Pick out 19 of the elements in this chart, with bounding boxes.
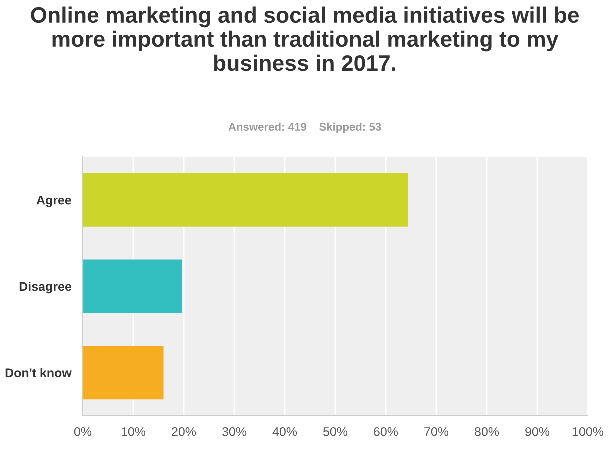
x-tick-label: 60%	[374, 427, 398, 436]
x-tick-label: 100%	[572, 427, 604, 436]
y-tick-label: Disagree	[20, 282, 72, 294]
x-tick-label: 40%	[272, 427, 298, 436]
x-tick-label: 80%	[475, 427, 500, 436]
y-tick-label: Don't know	[6, 368, 72, 378]
x-tick-label: 20%	[172, 427, 196, 436]
x-tick-label: 10%	[122, 427, 146, 436]
y-tick-label: Agree	[36, 196, 72, 208]
bar	[83, 346, 164, 400]
x-tick-label: 0%	[74, 427, 92, 436]
chart-title: Online marketing and social media initiatives will be more important than traditional marketing to my business in 2017.	[31, 6, 580, 72]
x-tick-label: 90%	[526, 427, 550, 436]
bar	[83, 173, 408, 227]
chart-subtitle: Answered: 419 Skipped: 53	[228, 122, 382, 134]
bar	[83, 260, 182, 314]
x-tick-label: 30%	[222, 427, 247, 436]
x-tick-label: 50%	[323, 427, 348, 436]
x-tick-label: 70%	[424, 427, 449, 436]
